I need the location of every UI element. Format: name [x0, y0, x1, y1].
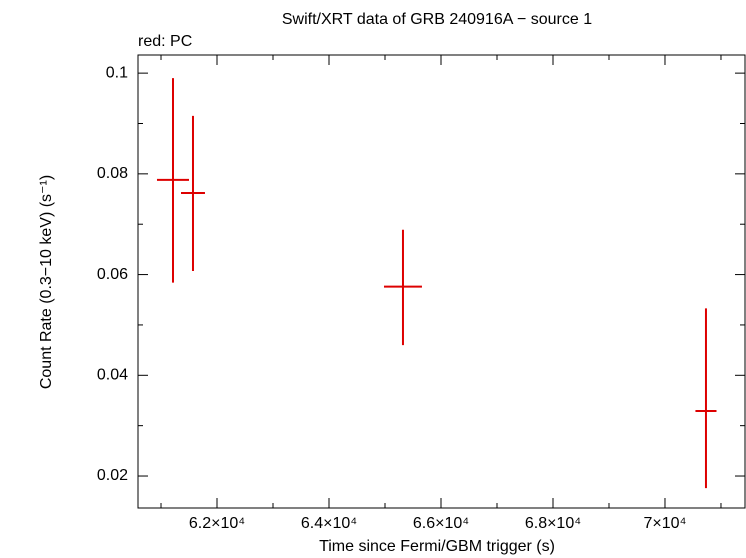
- y-tick-label: 0.04: [97, 367, 128, 384]
- y-tick-label: 0.02: [97, 467, 128, 484]
- plot-frame: [137, 54, 746, 509]
- x-axis-label: Time since Fermi/GBM trigger (s): [319, 538, 555, 555]
- chart-title: Swift/XRT data of GRB 240916A − source 1: [282, 11, 592, 28]
- y-tick-label: 0.06: [97, 266, 128, 283]
- y-axis-label: Count Rate (0.3−10 keV) (s⁻¹): [38, 175, 55, 389]
- x-tick-label: 6.4×10⁴: [301, 515, 357, 532]
- x-tick-label: 6.6×10⁴: [413, 515, 469, 532]
- y-tick-label: 0.08: [97, 165, 128, 182]
- x-tick-label: 6.8×10⁴: [525, 515, 581, 532]
- y-tick-label: 0.1: [106, 64, 128, 81]
- x-tick-label: 6.2×10⁴: [189, 515, 245, 532]
- chart-subtitle: red: PC: [138, 33, 192, 50]
- x-tick-label: 7×10⁴: [644, 515, 687, 532]
